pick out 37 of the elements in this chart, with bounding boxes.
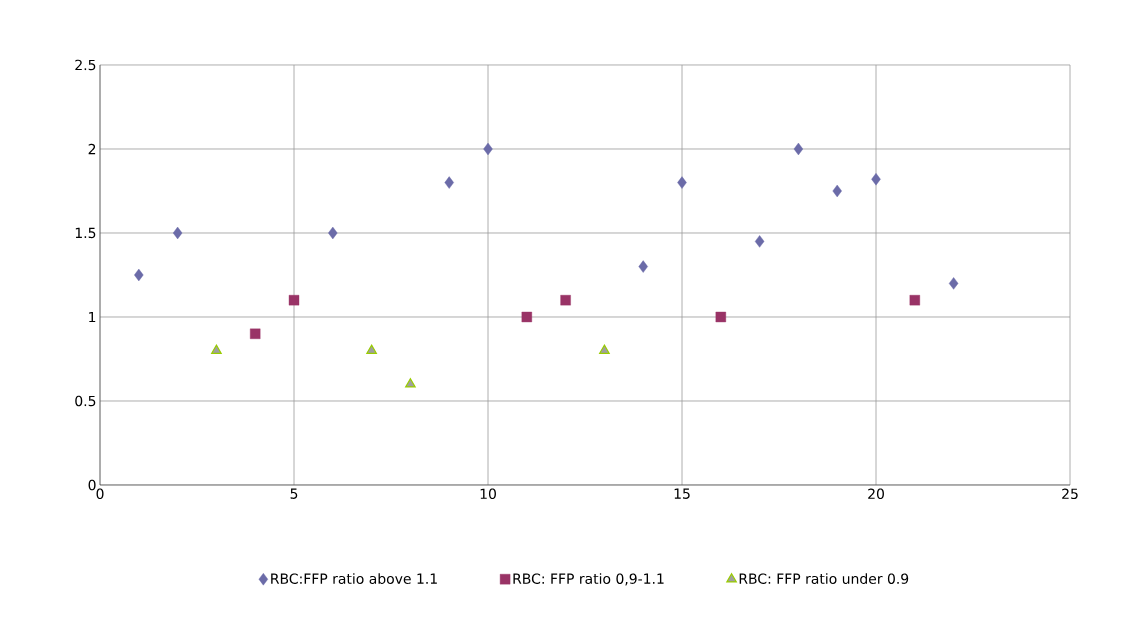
y-tick-label: 1.5 <box>75 227 96 239</box>
point <box>288 295 300 306</box>
point <box>250 328 261 339</box>
point <box>871 173 881 186</box>
point <box>638 260 648 273</box>
point <box>599 344 610 354</box>
point <box>134 268 144 282</box>
x-tick-label: 0 <box>96 488 104 500</box>
y-tick-label: 2 <box>88 143 96 155</box>
y-tick-label: 0 <box>88 479 96 491</box>
y-tick-label: 2.5 <box>75 59 96 71</box>
point <box>211 344 222 354</box>
y-tick-label: 0.5 <box>75 395 96 407</box>
x-tick-label: 25 <box>1062 488 1078 500</box>
y-tick-label: 1 <box>89 311 96 323</box>
point <box>444 176 454 189</box>
point <box>560 295 571 306</box>
point <box>754 235 765 248</box>
point <box>832 184 842 198</box>
point <box>948 277 959 290</box>
point <box>483 142 493 156</box>
point <box>521 311 532 323</box>
x-tick-label: 20 <box>868 488 884 500</box>
legend-label: RBC: FFP ratio under 0.9 <box>739 573 909 584</box>
point <box>715 311 726 323</box>
x-tick-label: 5 <box>290 488 298 499</box>
point <box>405 378 416 388</box>
x-tick-label: 15 <box>674 488 690 499</box>
x-tick-label: 10 <box>480 488 496 500</box>
legend-label: RBC:FFP ratio above 1.1 <box>271 573 437 584</box>
point <box>172 226 183 240</box>
point <box>366 344 377 354</box>
legend-label: RBC: FFP ratio 0,9-1.1 <box>513 573 664 586</box>
point <box>793 142 804 156</box>
point <box>677 176 687 189</box>
point <box>328 226 338 240</box>
point <box>909 295 920 306</box>
